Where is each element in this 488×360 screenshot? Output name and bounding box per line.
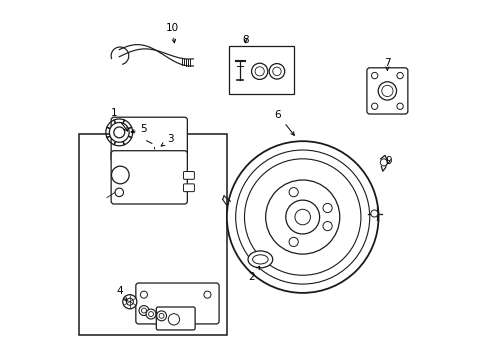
FancyBboxPatch shape	[111, 117, 187, 162]
Circle shape	[141, 308, 146, 313]
Text: 6: 6	[274, 110, 294, 135]
Circle shape	[255, 67, 264, 76]
Circle shape	[285, 200, 319, 234]
Circle shape	[156, 311, 166, 321]
Circle shape	[139, 306, 148, 315]
Circle shape	[323, 203, 331, 213]
Circle shape	[226, 141, 378, 293]
Circle shape	[370, 210, 377, 217]
Text: 3: 3	[161, 134, 173, 146]
Circle shape	[396, 72, 403, 79]
FancyBboxPatch shape	[183, 184, 194, 192]
Text: 4: 4	[116, 286, 127, 301]
Text: 8: 8	[242, 35, 248, 45]
Circle shape	[203, 291, 210, 298]
Bar	[79, 134, 226, 335]
Text: 2: 2	[248, 266, 259, 282]
Circle shape	[115, 188, 123, 197]
FancyBboxPatch shape	[136, 283, 219, 324]
Text: 7: 7	[383, 58, 390, 71]
Circle shape	[294, 209, 310, 225]
Circle shape	[396, 103, 403, 109]
FancyBboxPatch shape	[183, 171, 194, 179]
Circle shape	[323, 221, 331, 231]
Circle shape	[272, 67, 281, 76]
Circle shape	[148, 312, 153, 316]
Text: 1: 1	[110, 108, 127, 131]
Circle shape	[381, 85, 392, 96]
Circle shape	[114, 127, 124, 138]
FancyBboxPatch shape	[156, 307, 195, 330]
Circle shape	[122, 294, 137, 309]
Text: 5: 5	[131, 124, 147, 134]
Text: 9: 9	[385, 156, 391, 166]
Circle shape	[265, 180, 339, 254]
Circle shape	[168, 314, 179, 325]
Circle shape	[109, 122, 129, 142]
Circle shape	[159, 313, 164, 318]
FancyBboxPatch shape	[111, 151, 187, 204]
Circle shape	[288, 237, 298, 247]
Ellipse shape	[252, 255, 267, 264]
Circle shape	[111, 166, 129, 184]
Circle shape	[251, 63, 267, 80]
Bar	[228, 46, 293, 94]
Circle shape	[146, 309, 156, 319]
Circle shape	[126, 298, 133, 305]
Circle shape	[380, 159, 386, 166]
Ellipse shape	[247, 251, 272, 268]
Circle shape	[235, 150, 369, 284]
Circle shape	[244, 159, 360, 275]
Circle shape	[371, 72, 377, 79]
Circle shape	[269, 64, 284, 79]
FancyBboxPatch shape	[366, 68, 407, 114]
Text: 10: 10	[165, 23, 179, 43]
Circle shape	[140, 291, 147, 298]
Circle shape	[288, 188, 298, 197]
Circle shape	[371, 103, 377, 109]
Circle shape	[377, 82, 396, 100]
